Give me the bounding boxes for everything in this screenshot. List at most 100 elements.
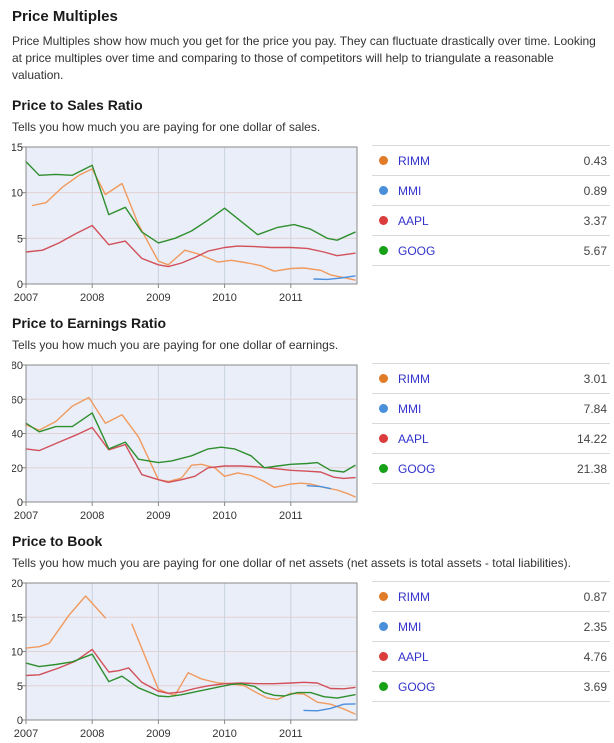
x-axis-tick-label: 2010 xyxy=(212,510,236,520)
ticker-latest-value: 3.37 xyxy=(583,213,607,228)
legend-row-mmi: MMI 7.84 xyxy=(372,394,610,424)
section-subtitle: Tells you how much you are paying for on… xyxy=(12,120,321,134)
series-color-dot xyxy=(379,186,388,195)
ticker-latest-value: 7.84 xyxy=(583,401,607,416)
series-color-dot xyxy=(379,216,388,225)
plot-background xyxy=(26,147,357,284)
series-color-dot xyxy=(379,156,388,165)
x-axis-tick-label: 2007 xyxy=(14,728,38,738)
series-line-goog xyxy=(25,160,356,244)
ticker-link-mmi[interactable]: MMI xyxy=(398,619,422,634)
y-axis-tick-label: 20 xyxy=(12,463,23,475)
ticker-latest-value: 0.89 xyxy=(583,183,607,198)
legend-row-rimm: RIMM 0.87 xyxy=(372,582,610,612)
ticker-latest-value: 3.01 xyxy=(583,371,607,386)
y-axis-tick-label: 40 xyxy=(12,429,23,441)
legend-row-goog: GOOG 5.67 xyxy=(372,236,610,266)
x-axis-tick-label: 2010 xyxy=(212,728,236,738)
price-to-book-legend: RIMM 0.87 MMI 2.35 AAPL 4.76 GOOG 3.69 xyxy=(372,581,610,702)
chart-canvas: 0 5 10 15 2007 2008 2009 2010 2011 xyxy=(11,142,358,304)
ticker-link-aapl[interactable]: AAPL xyxy=(398,213,429,228)
chart-row: 0 5 10 15 2007 2008 2009 2010 2011 RIMM 0.43 MMI 0.… xyxy=(11,142,614,304)
price-to-book-chart[interactable]: 0 5 10 15 20 2007 2008 2009 2010 2011 xyxy=(11,578,364,740)
legend-row-aapl: AAPL 14.22 xyxy=(372,424,610,454)
section-price-to-book: Price to Book Tells you how much you are… xyxy=(11,533,614,740)
y-axis-tick-label: 10 xyxy=(12,647,23,659)
series-line-aapl xyxy=(25,426,356,484)
chart-row: 0 20 40 60 80 2007 2008 2009 2010 2011 RIMM 3.01 MM… xyxy=(11,360,614,522)
legend-row-aapl: AAPL 3.37 xyxy=(372,206,610,236)
ticker-link-rimm[interactable]: RIMM xyxy=(398,153,430,168)
y-axis-tick-label: 5 xyxy=(17,681,23,693)
section-price-to-sales: Price to Sales Ratio Tells you how much … xyxy=(11,97,614,304)
ticker-link-goog[interactable]: GOOG xyxy=(398,461,436,476)
chart-canvas: 0 20 40 60 80 2007 2008 2009 2010 2011 xyxy=(11,360,358,522)
page-title: Price Multiples xyxy=(12,8,118,25)
ticker-link-rimm[interactable]: RIMM xyxy=(398,589,430,604)
series-line-goog xyxy=(25,412,356,473)
legend-row-rimm: RIMM 0.43 xyxy=(372,146,610,176)
x-axis-tick-label: 2008 xyxy=(80,510,104,520)
series-line-rimm xyxy=(131,623,356,715)
y-axis-tick-label: 20 xyxy=(12,578,23,590)
x-axis-tick-label: 2009 xyxy=(146,292,170,302)
price-to-sales-chart[interactable]: 0 5 10 15 2007 2008 2009 2010 2011 xyxy=(11,142,364,304)
series-line-aapl xyxy=(25,224,356,268)
series-line-rimm xyxy=(31,168,356,281)
series-line-goog xyxy=(25,653,356,699)
ticker-latest-value: 2.35 xyxy=(583,619,607,634)
series-color-dot xyxy=(379,622,388,631)
ticker-link-aapl[interactable]: AAPL xyxy=(398,649,429,664)
legend-row-goog: GOOG 3.69 xyxy=(372,672,610,702)
legend-row-mmi: MMI 0.89 xyxy=(372,176,610,206)
y-axis-tick-label: 80 xyxy=(12,360,23,372)
ticker-latest-value: 4.76 xyxy=(583,649,607,664)
series-line-aapl xyxy=(25,648,356,695)
price-to-earnings-legend: RIMM 3.01 MMI 7.84 AAPL 14.22 GOOG 21.38 xyxy=(372,363,610,484)
legend-row-mmi: MMI 2.35 xyxy=(372,612,610,642)
price-to-sales-legend: RIMM 0.43 MMI 0.89 AAPL 3.37 GOOG 5.67 xyxy=(372,145,610,266)
ticker-link-mmi[interactable]: MMI xyxy=(398,401,422,416)
intro-paragraph: Price Multiples show how much you get fo… xyxy=(12,34,596,82)
y-axis-tick-label: 60 xyxy=(12,394,23,406)
section-subtitle: Tells you how much you are paying for on… xyxy=(12,338,339,352)
series-color-dot xyxy=(379,404,388,413)
legend-row-goog: GOOG 21.38 xyxy=(372,454,610,484)
ticker-link-mmi[interactable]: MMI xyxy=(398,183,422,198)
x-axis-tick-label: 2009 xyxy=(146,728,170,738)
x-axis-tick-label: 2011 xyxy=(279,510,303,520)
section-heading: Price to Book xyxy=(12,533,103,549)
y-axis-tick-label: 0 xyxy=(17,715,23,727)
ticker-link-rimm[interactable]: RIMM xyxy=(398,371,430,386)
section-heading: Price to Sales Ratio xyxy=(12,97,143,113)
y-axis-tick-label: 0 xyxy=(17,279,23,291)
series-color-dot xyxy=(379,246,388,255)
ticker-latest-value: 5.67 xyxy=(583,243,607,258)
x-axis-tick-label: 2010 xyxy=(212,292,236,302)
chart-canvas: 0 5 10 15 20 2007 2008 2009 2010 2011 xyxy=(11,578,358,740)
legend-row-rimm: RIMM 3.01 xyxy=(372,364,610,394)
y-axis-tick-label: 15 xyxy=(12,142,23,154)
series-line-mmi xyxy=(306,484,332,490)
ticker-link-aapl[interactable]: AAPL xyxy=(398,431,429,446)
x-axis-tick-label: 2007 xyxy=(14,292,38,302)
chart-row: 0 5 10 15 20 2007 2008 2009 2010 2011 RIMM 0.87 MMI… xyxy=(11,578,614,740)
series-color-dot xyxy=(379,592,388,601)
y-axis-tick-label: 10 xyxy=(12,188,23,200)
ticker-link-goog[interactable]: GOOG xyxy=(398,243,436,258)
x-axis-tick-label: 2011 xyxy=(279,728,303,738)
series-color-dot xyxy=(379,434,388,443)
legend-row-aapl: AAPL 4.76 xyxy=(372,642,610,672)
price-to-earnings-chart[interactable]: 0 20 40 60 80 2007 2008 2009 2010 2011 xyxy=(11,360,364,522)
y-axis-tick-label: 0 xyxy=(17,497,23,509)
ticker-latest-value: 3.69 xyxy=(583,679,607,694)
series-color-dot xyxy=(379,652,388,661)
ticker-latest-value: 21.38 xyxy=(576,461,607,476)
series-line-rimm xyxy=(25,595,107,649)
section-heading: Price to Earnings Ratio xyxy=(12,315,167,331)
ticker-link-goog[interactable]: GOOG xyxy=(398,679,436,694)
x-axis-tick-label: 2008 xyxy=(80,728,104,738)
ticker-latest-value: 14.22 xyxy=(576,431,607,446)
section-price-to-earnings: Price to Earnings Ratio Tells you how mu… xyxy=(11,315,614,522)
